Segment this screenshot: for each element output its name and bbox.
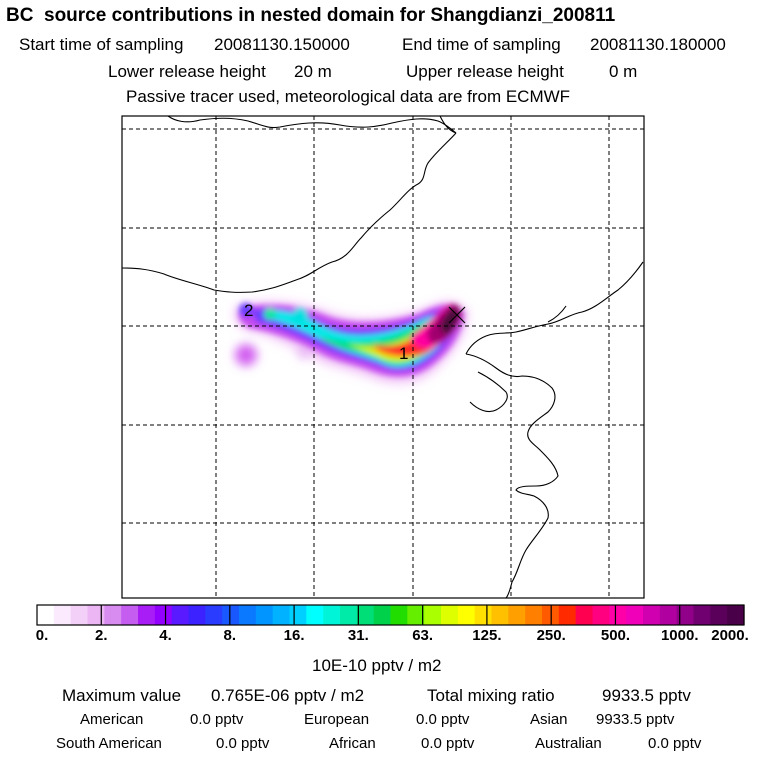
start-time-value: 20081130.150000	[214, 35, 350, 54]
region-name: Asian	[530, 711, 568, 728]
colorbar-tick-label: 1000.	[660, 627, 699, 644]
total-mixing-value: 9933.5 pptv	[602, 686, 691, 705]
region-value: 0.0 pptv	[421, 735, 475, 752]
colorbar-tick-label: 31.	[347, 627, 369, 644]
region-name: American	[80, 711, 144, 728]
source-marker-1: 1	[399, 344, 408, 363]
max-value: 0.765E-06 pptv / m2	[211, 686, 365, 705]
colorbar-tick-label: 8.	[223, 627, 237, 644]
colorbar-tick-label: 4.	[159, 627, 172, 644]
upper-release-value: 0 m	[609, 62, 638, 81]
end-time-label: End time of sampling	[402, 35, 561, 54]
colorbar-unit: 10E-10 pptv / m2	[312, 656, 442, 675]
region-name: South American	[56, 735, 162, 752]
colorbar-tick-label: 2000.	[711, 627, 749, 644]
start-time-label: Start time of sampling	[19, 35, 184, 54]
region-value: 9933.5 pptv	[596, 711, 675, 728]
region-value: 0.0 pptv	[648, 735, 702, 752]
source-marker-2: 2	[244, 301, 253, 320]
colorbar-tick-label: 2.	[95, 627, 108, 644]
region-value: 0.0 pptv	[190, 711, 244, 728]
graticule	[122, 116, 644, 598]
lower-release-value: 20 m	[294, 62, 332, 81]
region-value: 0.0 pptv	[216, 735, 270, 752]
tracer-note: Passive tracer used, meteorological data…	[126, 87, 571, 106]
max-value-label: Maximum value	[62, 686, 182, 705]
total-mixing-label: Total mixing ratio	[427, 686, 555, 705]
end-time-value: 20081130.180000	[590, 35, 726, 54]
map-frame	[121, 115, 645, 599]
chart-title: BC source contributions in nested domain…	[6, 5, 616, 26]
colorbar-tick-label: 63.	[412, 627, 434, 644]
region-name: African	[329, 735, 376, 752]
colorbar-tick-label: 16.	[283, 627, 305, 644]
lower-release-label: Lower release height	[108, 62, 266, 81]
region-name: Australian	[535, 735, 602, 752]
map-panel: 2 1	[121, 115, 645, 599]
coastline	[122, 116, 644, 598]
concentration-plume	[233, 300, 469, 384]
receptor-marker	[448, 306, 466, 324]
colorbar-tick-label: 500.	[600, 627, 631, 644]
colorbar-tick-label: 0.	[35, 627, 49, 644]
upper-release-label: Upper release height	[406, 62, 564, 81]
region-value: 0.0 pptv	[416, 711, 470, 728]
colorbar-tick-label: 125.	[472, 627, 502, 644]
region-name: European	[304, 711, 370, 728]
colorbar-tick-label: 250.	[536, 627, 566, 644]
